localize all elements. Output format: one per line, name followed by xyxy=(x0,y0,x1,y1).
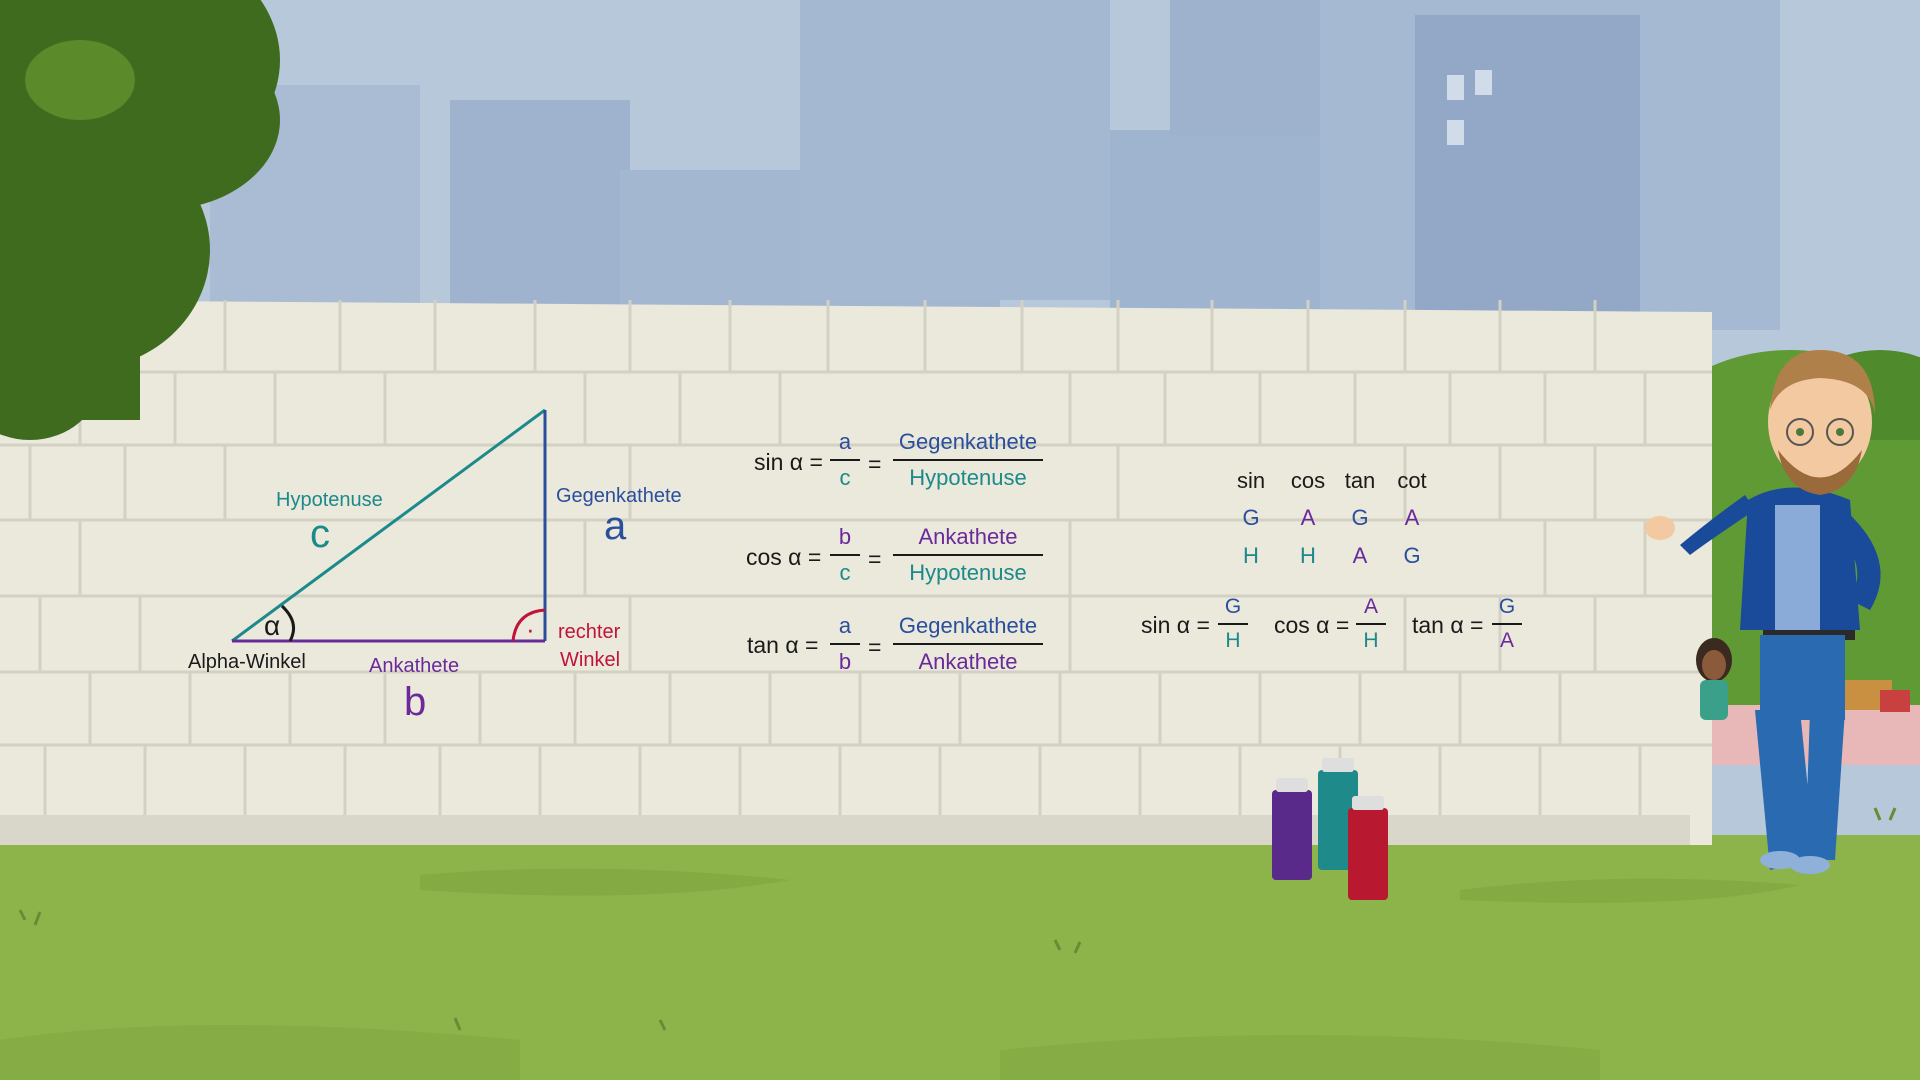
brick-wall xyxy=(0,300,1712,845)
right-angle-dot: · xyxy=(526,614,535,644)
table-header-cos: cos xyxy=(1290,468,1326,493)
table-cell-cos-top: A xyxy=(1300,505,1316,530)
adjacent-label: Ankathete xyxy=(369,655,460,677)
brick-lines xyxy=(0,370,1712,747)
equals-sign: = xyxy=(868,546,882,572)
table-cell-sin-top: G xyxy=(1242,505,1260,530)
table-cell-tan-bottom: A xyxy=(1352,543,1368,568)
presenter-character xyxy=(1645,350,1881,874)
fraction-bar xyxy=(893,553,1043,556)
opposite-letter: a xyxy=(604,504,627,548)
formula-tan-short-fraction: a b xyxy=(830,612,860,675)
fraction-bar xyxy=(830,642,860,645)
background-person xyxy=(1696,638,1732,720)
fraction-bar xyxy=(830,553,860,556)
short-formula-sin-name: sin α = xyxy=(1141,612,1210,638)
fraction-numerator: Gegenkathete xyxy=(898,613,1038,638)
grass-tufts xyxy=(18,807,1897,1031)
grass-shadow xyxy=(420,868,790,896)
alpha-symbol: α xyxy=(264,610,281,641)
formula-sin-short-fraction: a c xyxy=(830,428,860,491)
fraction-denominator: A xyxy=(1499,629,1514,653)
right-angle-label-line1: rechter xyxy=(558,621,621,643)
brick-verticals xyxy=(28,300,1647,815)
building xyxy=(1110,130,1330,320)
short-formula-tan-name: tan α = xyxy=(1412,612,1484,638)
picnic-food xyxy=(1842,680,1910,712)
short-formula-cos-fraction: A H xyxy=(1356,594,1386,655)
building-window xyxy=(1447,75,1464,100)
fraction-denominator: Hypotenuse xyxy=(909,464,1027,490)
fraction-bar xyxy=(893,458,1043,461)
building xyxy=(450,100,630,340)
formula-cos-short-fraction: b c xyxy=(830,523,860,586)
right-angle-arc xyxy=(511,608,546,642)
fraction-numerator: a xyxy=(838,613,852,638)
short-formula-sin-fraction: G H xyxy=(1218,594,1248,655)
formula-sin-name: sin α = xyxy=(754,449,823,475)
fraction-denominator: H xyxy=(1225,629,1241,653)
grass-shadow xyxy=(1000,1035,1600,1080)
building xyxy=(1170,0,1325,135)
right-angle-label-line2: Winkel xyxy=(560,649,621,671)
fraction-denominator: Ankathete xyxy=(918,648,1018,674)
table-cell-cos-bottom: H xyxy=(1300,543,1316,568)
fraction-denominator: c xyxy=(839,559,851,585)
fraction-bar xyxy=(830,458,860,461)
fraction-numerator: A xyxy=(1363,595,1378,618)
adjacent-letter: b xyxy=(404,680,427,724)
alpha-angle-arc xyxy=(280,604,296,642)
spray-cans xyxy=(1272,758,1388,900)
building xyxy=(800,0,1110,300)
fraction-numerator: G xyxy=(1498,595,1516,618)
fraction-denominator: c xyxy=(839,464,851,490)
table-cell-cot-top: A xyxy=(1404,505,1420,530)
formula-sin-long-fraction: Gegenkathete Hypotenuse xyxy=(893,428,1043,491)
short-formula-tan-fraction: G A xyxy=(1492,594,1522,655)
table-cell-cot-bottom: G xyxy=(1403,543,1421,568)
table-header-tan: tan xyxy=(1344,468,1376,493)
fraction-numerator: G xyxy=(1224,595,1242,618)
wall-base xyxy=(0,815,1690,845)
equals-sign: = xyxy=(868,634,882,660)
formula-tan-long-fraction: Gegenkathete Ankathete xyxy=(893,612,1043,675)
equals-sign: = xyxy=(868,451,882,477)
formula-tan-name: tan α = xyxy=(747,632,819,658)
fraction-denominator: H xyxy=(1363,629,1379,653)
fraction-bar xyxy=(893,642,1043,645)
fraction-denominator: Hypotenuse xyxy=(909,559,1027,585)
formula-cos-name: cos α = xyxy=(746,544,822,570)
table-header-cot: cot xyxy=(1397,468,1427,493)
fraction-numerator: Gegenkathete xyxy=(898,429,1038,454)
fraction-numerator: Ankathete xyxy=(918,524,1018,549)
grass-shadow xyxy=(0,1025,520,1080)
fraction-bar xyxy=(1356,623,1386,626)
table-cell-sin-bottom: H xyxy=(1243,543,1259,568)
building xyxy=(1415,15,1640,325)
hypotenuse-side xyxy=(231,408,546,643)
fraction-numerator: b xyxy=(838,524,852,549)
opposite-label: Gegenkathete xyxy=(556,485,682,507)
hypotenuse-letter: c xyxy=(310,512,330,556)
formula-cos-long-fraction: Ankathete Hypotenuse xyxy=(893,523,1043,586)
fraction-bar xyxy=(1218,623,1248,626)
fraction-denominator: b xyxy=(838,648,852,674)
fraction-numerator: a xyxy=(838,429,852,454)
building-window xyxy=(1447,120,1464,145)
table-header-sin: sin xyxy=(1236,468,1266,493)
tree-highlight xyxy=(25,40,135,120)
hypotenuse-label: Hypotenuse xyxy=(276,489,383,511)
short-formula-cos-name: cos α = xyxy=(1274,612,1350,638)
table-cell-tan-top: G xyxy=(1351,505,1369,530)
alpha-angle-label: Alpha-Winkel xyxy=(188,651,306,673)
grass-shadow xyxy=(1460,878,1800,903)
fraction-bar xyxy=(1492,623,1522,626)
building-window xyxy=(1475,70,1492,95)
